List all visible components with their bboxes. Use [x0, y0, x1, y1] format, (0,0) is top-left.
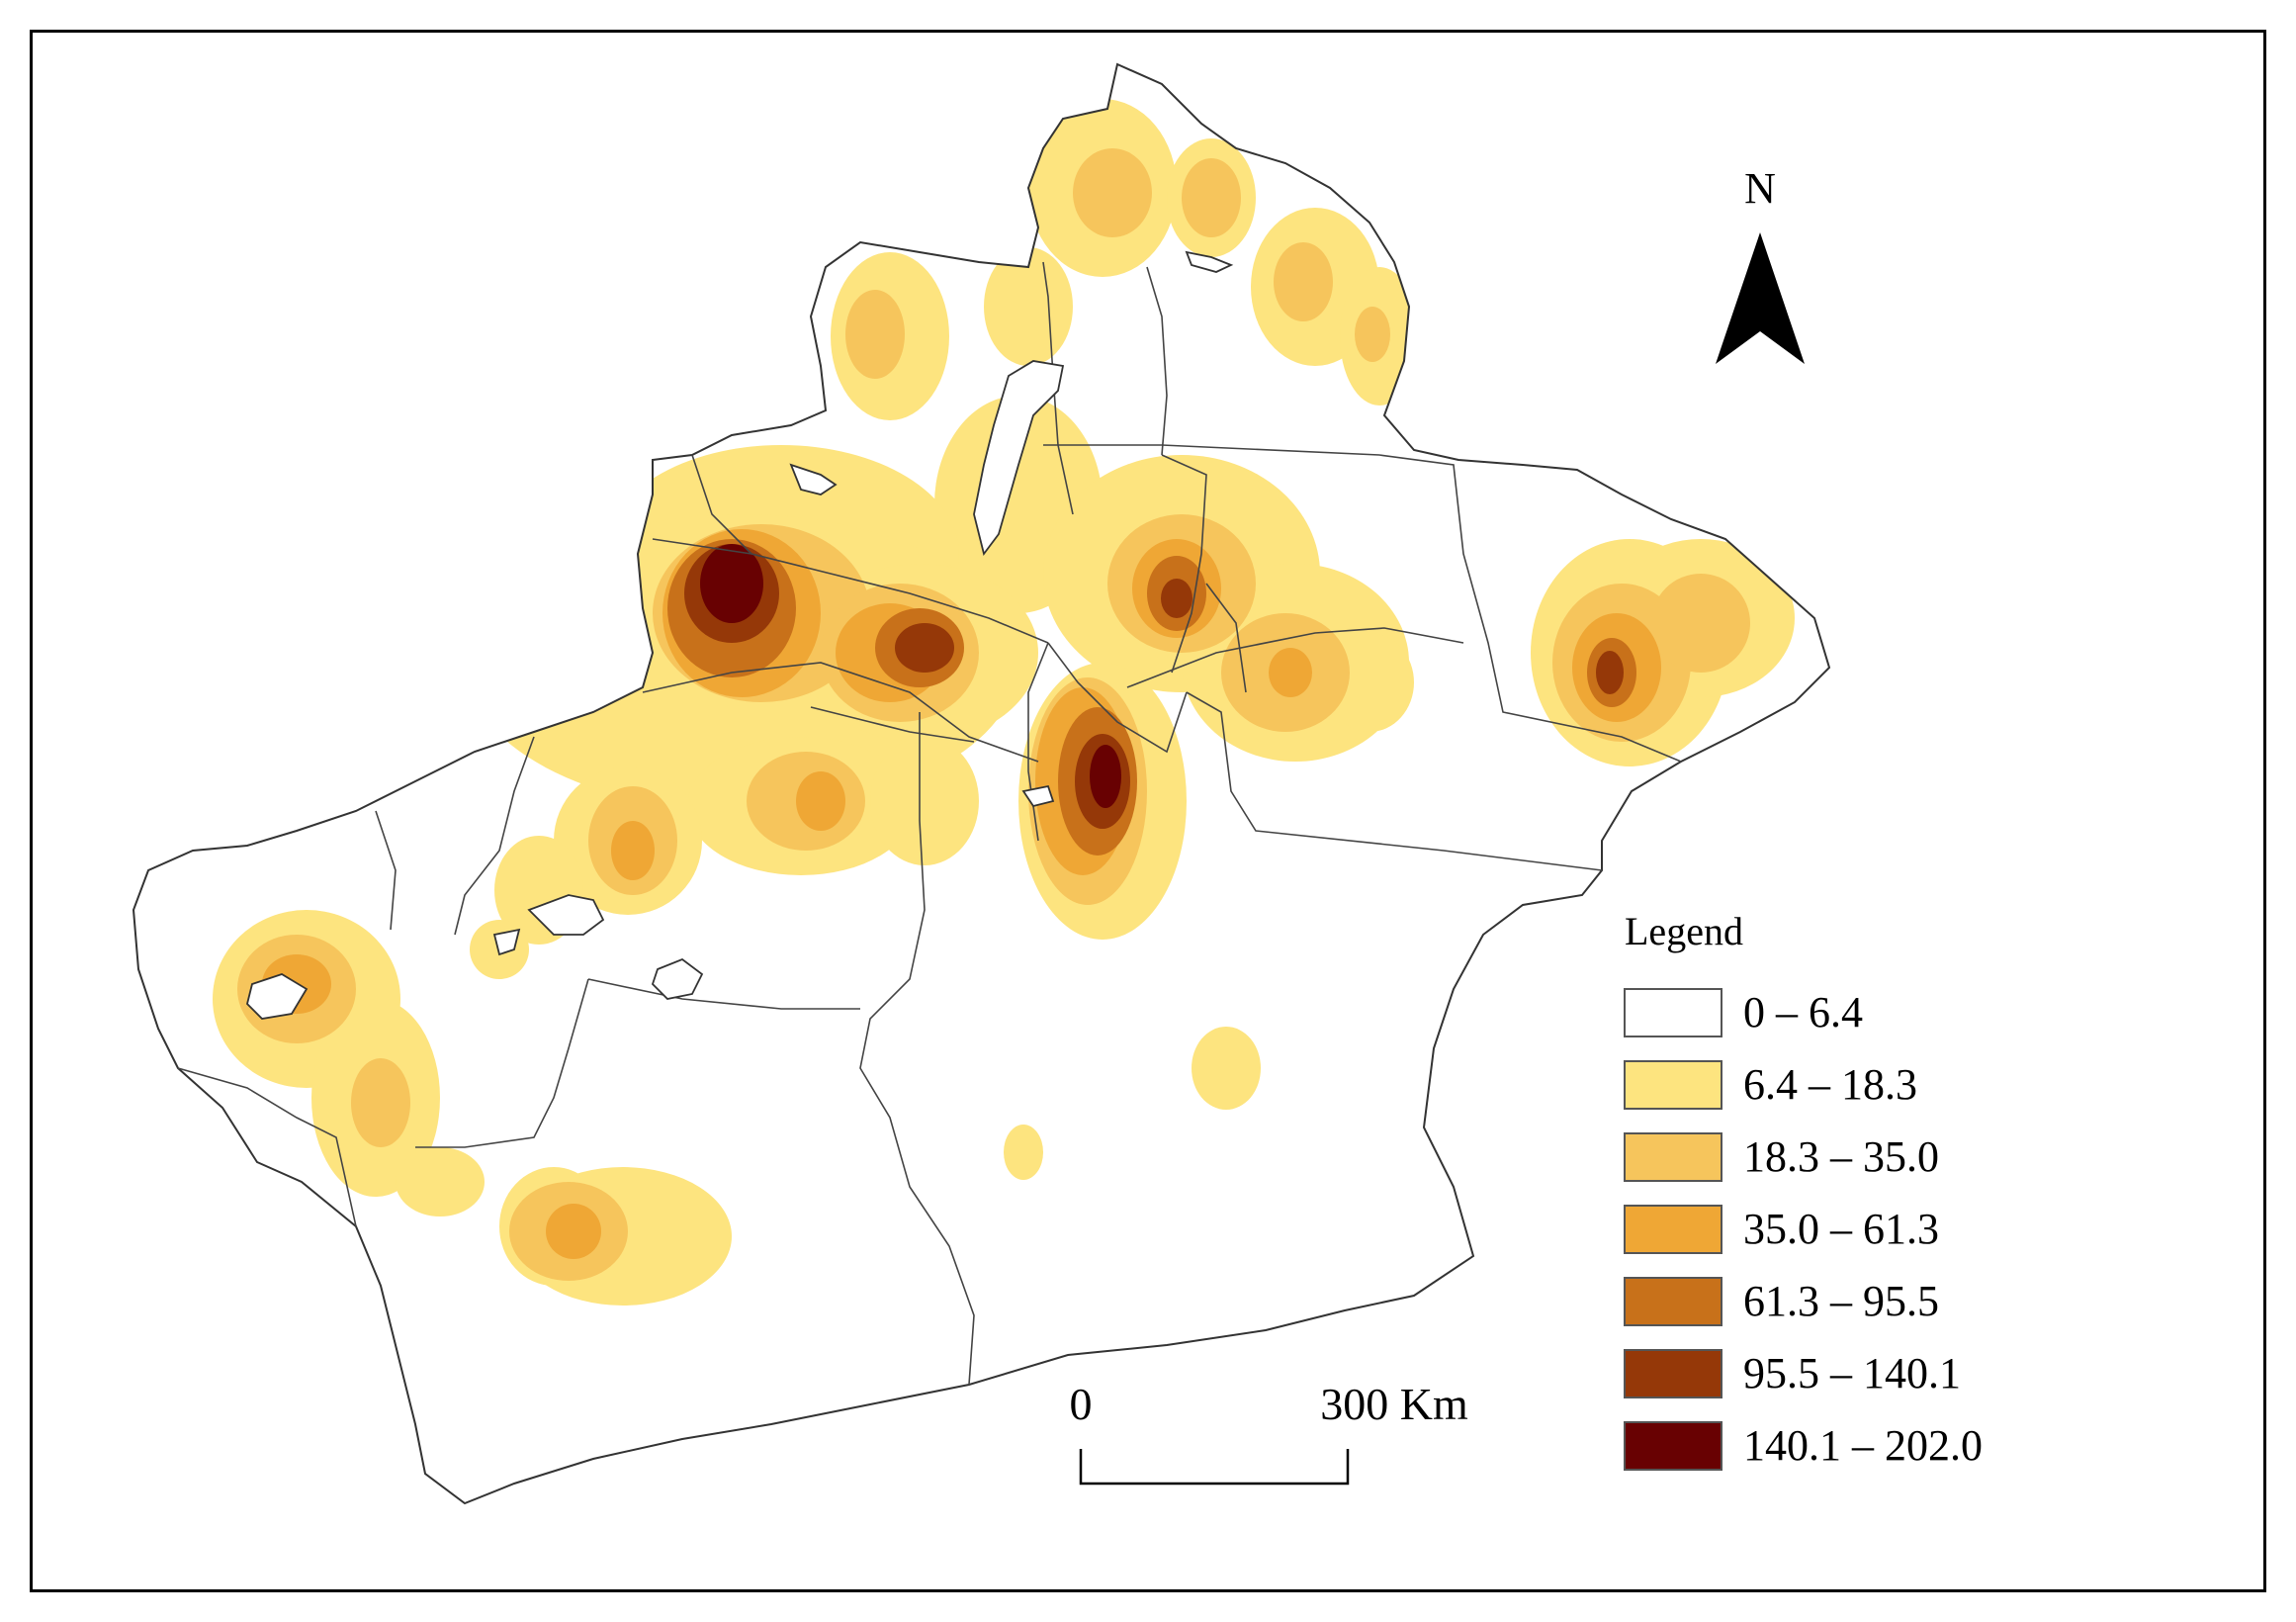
scale-end-label: 300 Km — [1320, 1379, 1468, 1429]
legend-swatch — [1624, 1421, 1722, 1471]
legend-label: 61.3 – 95.5 — [1743, 1277, 1939, 1325]
legend-label: 0 – 6.4 — [1743, 988, 1863, 1036]
north-label: N — [1744, 164, 1776, 213]
legend-items: 0 – 6.4 6.4 – 18.3 18.3 – 35.0 35.0 – 61.3 6… — [1624, 988, 1983, 1471]
north-arrow-icon — [1716, 232, 1805, 364]
density-layer — [213, 99, 1795, 1306]
legend-label: 35.0 – 61.3 — [1743, 1205, 1939, 1253]
legend-label: 6.4 – 18.3 — [1743, 1060, 1917, 1109]
scale-bar-line — [1079, 1449, 1350, 1486]
legend-swatch — [1624, 1277, 1722, 1326]
lakes — [246, 250, 1234, 1020]
legend: Legend 0 – 6.4 6.4 – 18.3 18.3 – 35.0 35.0 … — [1624, 909, 1983, 1471]
legend-title: Legend — [1625, 909, 1743, 953]
legend-swatch — [1624, 988, 1722, 1037]
legend-label: 18.3 – 35.0 — [1743, 1132, 1939, 1181]
scale-start-label: 0 — [1070, 1379, 1093, 1429]
legend-label: 140.1 – 202.0 — [1743, 1421, 1983, 1470]
class-7-areas — [700, 544, 1121, 808]
north-arrow: N — [1716, 164, 1805, 364]
legend-label: 95.5 – 140.1 — [1743, 1349, 1961, 1397]
legend-swatch — [1624, 1349, 1722, 1398]
legend-swatch — [1624, 1205, 1722, 1254]
legend-swatch — [1624, 1132, 1722, 1182]
admin-boundaries — [177, 261, 1682, 1386]
scale-bar: 0 300 Km — [1070, 1379, 1468, 1486]
region-outline — [132, 62, 1831, 1505]
legend-swatch — [1624, 1060, 1722, 1110]
class-2-areas — [213, 99, 1795, 1306]
